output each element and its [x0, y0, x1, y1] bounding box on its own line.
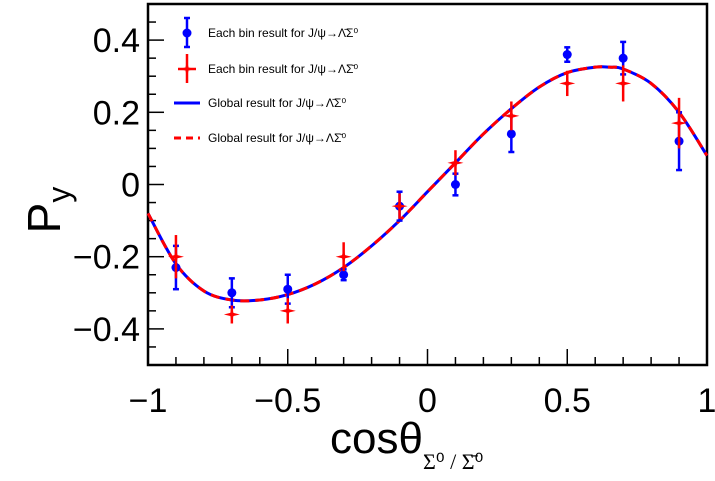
- legend: Each bin result for J/ψ→Λ̄Σ⁰ Each bin res…: [174, 18, 358, 145]
- x-tick-label: 0.5: [544, 382, 591, 420]
- legend-marker-circle: [183, 29, 192, 38]
- x-tick-label: 1: [698, 382, 715, 420]
- data-point-circle: [619, 54, 628, 63]
- x-axis-title-sub: Σ⁰ / Σ̄⁰: [423, 449, 484, 474]
- data-point-circle: [283, 285, 292, 294]
- x-axis-title: cosθΣ⁰ / Σ̄⁰: [330, 414, 483, 474]
- legend-label: Global result for J/ψ→Λ̄Σ⁰: [208, 96, 346, 110]
- data-point-circle: [451, 180, 460, 189]
- data-point-star: [559, 75, 575, 91]
- data-point-star: [168, 249, 184, 265]
- legend-label: Global result for J/ψ→ΛΣ̄⁰: [208, 131, 346, 145]
- y-axis-title: Py: [18, 187, 77, 234]
- y-tick-label: −0.4: [73, 311, 140, 349]
- data-point-star: [615, 75, 631, 91]
- tick-labels: −1 −0.5 0 0.5 1−0.4−0.200.20.4: [73, 22, 715, 420]
- legend-label: Each bin result for J/ψ→ΛΣ̄⁰: [208, 62, 358, 76]
- data-point-star: [503, 108, 519, 124]
- data-points: [168, 42, 687, 324]
- data-point-circle: [227, 288, 236, 297]
- y-tick-label: 0: [121, 167, 140, 205]
- y-tick-label: 0.4: [93, 22, 140, 60]
- data-point-star: [392, 198, 408, 214]
- data-point-circle: [339, 270, 348, 279]
- data-point-circle: [507, 129, 516, 138]
- y-tick-label: −0.2: [73, 239, 140, 277]
- y-axis-title-sub: y: [41, 187, 77, 203]
- x-tick-label: −1: [129, 382, 168, 420]
- y-axis-title-main: P: [18, 203, 70, 234]
- x-axis-title-main: cosθ: [330, 414, 423, 463]
- legend-marker-star: [179, 61, 195, 77]
- data-point-star: [280, 303, 296, 319]
- y-tick-label: 0.2: [93, 94, 140, 132]
- x-tick-label: −0.5: [254, 382, 321, 420]
- data-point-circle: [563, 50, 572, 59]
- legend-label: Each bin result for J/ψ→Λ̄Σ⁰: [208, 26, 358, 40]
- data-point-star: [224, 306, 240, 322]
